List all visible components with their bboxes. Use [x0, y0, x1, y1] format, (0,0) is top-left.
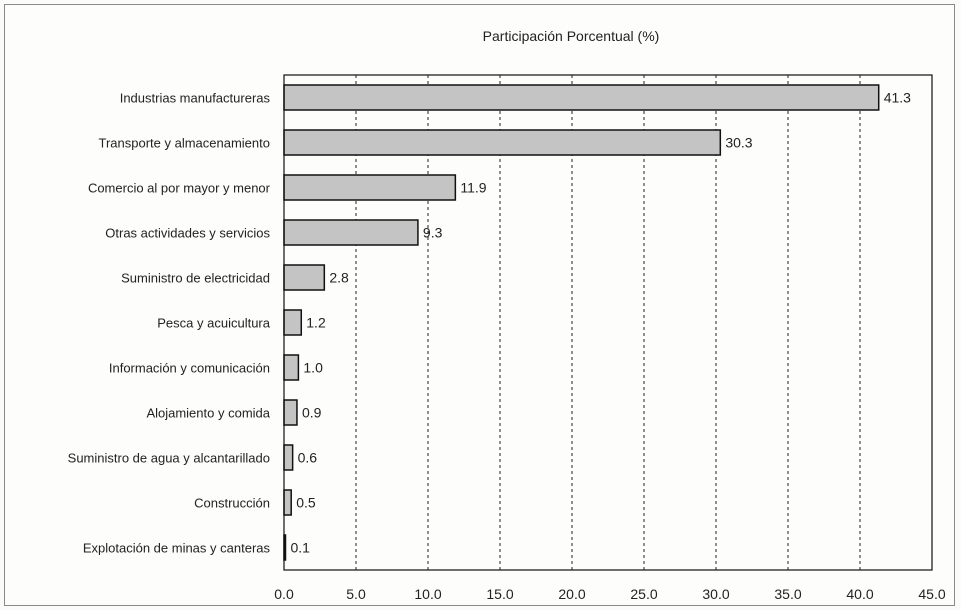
value-label: 0.6 [298, 450, 318, 466]
category-label: Construcción [194, 496, 270, 511]
bar [283, 129, 722, 156]
category-label: Suministro de agua y alcantarillado [68, 451, 270, 466]
category-label: Pesca y acuicultura [157, 316, 270, 331]
x-tick-label: 10.0 [414, 586, 441, 602]
value-labels: 41.3 30.3 11.9 9.3 2.8 1.2 1.0 0.9 0.6 0.5 0.1 [291, 90, 912, 556]
chart-title: Participación Porcentual (%) [483, 28, 660, 44]
x-tick-labels: 0.0 5.0 10.0 15.0 20.0 25.0 30.0 35.0 40.0 45.0 [274, 586, 946, 602]
value-label: 1.0 [303, 360, 323, 376]
category-label: Industrias manufactureras [120, 91, 271, 106]
grid-lines [355, 75, 861, 570]
bar [283, 174, 457, 201]
value-label: 41.3 [884, 90, 911, 106]
bar [283, 489, 292, 516]
x-tick-label: 20.0 [558, 586, 585, 602]
x-tick-label: 5.0 [346, 586, 366, 602]
value-label: 1.2 [306, 315, 326, 331]
plot-area-border [283, 74, 933, 571]
value-label: 2.8 [329, 270, 349, 286]
x-tick-label: 45.0 [918, 586, 945, 602]
x-tick-label: 15.0 [486, 586, 513, 602]
x-tick-label: 0.0 [274, 586, 294, 602]
category-label: Alojamiento y comida [146, 406, 270, 421]
bar [283, 264, 326, 291]
value-label: 0.9 [302, 405, 322, 421]
x-tick-label: 35.0 [774, 586, 801, 602]
x-tick-label: 25.0 [630, 586, 657, 602]
x-tick-label: 30.0 [702, 586, 729, 602]
category-label: Información y comunicación [109, 361, 270, 376]
bar [283, 444, 294, 471]
category-label: Suministro de electricidad [121, 271, 270, 286]
value-label: 0.1 [291, 540, 311, 556]
value-label: 0.5 [296, 495, 316, 511]
x-tick-label: 40.0 [846, 586, 873, 602]
category-label: Comercio al por mayor y menor [88, 181, 271, 196]
category-label: Explotación de minas y canteras [83, 541, 271, 556]
bars [283, 84, 880, 561]
value-label: 9.3 [423, 225, 443, 241]
bar [283, 309, 303, 336]
bar [283, 84, 880, 111]
category-labels: Industrias manufactureras Transporte y al… [68, 91, 271, 556]
bar [283, 399, 298, 426]
bar [283, 219, 419, 246]
category-label: Otras actividades y servicios [105, 226, 270, 241]
value-label: 11.9 [460, 180, 486, 196]
bar [283, 354, 300, 381]
category-label: Transporte y almacenamiento [99, 136, 271, 151]
value-label: 30.3 [725, 135, 752, 151]
